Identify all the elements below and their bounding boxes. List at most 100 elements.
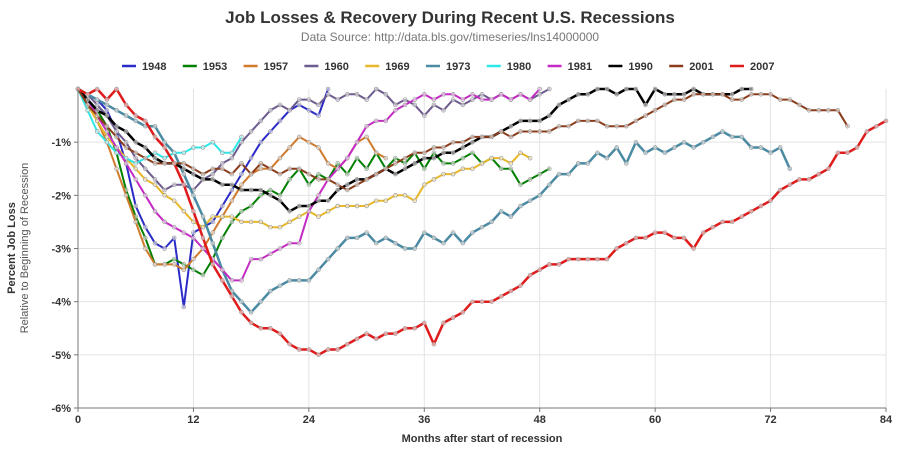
- legend-item-1948: 1948: [122, 61, 166, 73]
- x-tick-label: 72: [764, 414, 776, 426]
- data-point: [864, 129, 870, 134]
- data-point: [460, 97, 466, 102]
- data-point: [364, 166, 369, 172]
- data-point: [422, 166, 427, 172]
- data-point: [450, 92, 456, 97]
- data-point: [143, 246, 148, 251]
- data-point: [652, 230, 658, 235]
- data-point: [422, 155, 427, 161]
- data-point: [296, 134, 302, 140]
- data-point: [383, 166, 389, 172]
- data-point: [595, 118, 600, 124]
- data-point: [287, 341, 292, 347]
- data-point: [220, 267, 225, 273]
- data-point: [422, 92, 427, 97]
- data-point: [287, 219, 292, 225]
- data-point: [489, 299, 494, 304]
- data-point: [691, 246, 696, 251]
- data-point: [450, 171, 456, 177]
- data-point: [681, 97, 687, 102]
- data-point: [662, 150, 668, 156]
- data-point: [720, 219, 725, 225]
- data-point: [104, 102, 110, 108]
- data-point: [268, 108, 273, 113]
- data-point: [364, 123, 369, 129]
- legend-item-2007: 2007: [730, 61, 774, 73]
- y-tick-label: -4%: [51, 297, 71, 309]
- data-point: [316, 177, 321, 182]
- data-point: [393, 155, 398, 161]
- data-point: [508, 97, 514, 102]
- data-point: [296, 166, 302, 172]
- legend-item-1960: 1960: [304, 61, 349, 73]
- data-point: [518, 182, 523, 187]
- data-point: [200, 246, 206, 251]
- data-point: [335, 166, 340, 172]
- data-point: [364, 230, 369, 235]
- data-point: [133, 113, 138, 118]
- data-point: [258, 161, 264, 166]
- data-point: [633, 235, 639, 241]
- data-point: [85, 108, 90, 113]
- data-point: [114, 145, 119, 150]
- data-point: [614, 123, 619, 129]
- data-point: [749, 92, 754, 97]
- data-point: [672, 145, 677, 150]
- data-point: [643, 235, 648, 241]
- data-point: [277, 155, 283, 161]
- data-point: [518, 92, 523, 97]
- data-point: [210, 139, 215, 145]
- data-point: [277, 224, 283, 230]
- data-point: [441, 320, 446, 326]
- data-point: [104, 108, 110, 113]
- data-point: [123, 113, 129, 118]
- data-point: [393, 240, 398, 246]
- data-point: [575, 118, 581, 124]
- data-point: [364, 203, 369, 209]
- chart-subtitle: Data Source: http://data.bls.gov/timeser…: [301, 30, 600, 44]
- data-point: [614, 246, 619, 251]
- data-point: [450, 97, 456, 102]
- data-point: [277, 171, 283, 177]
- data-point: [152, 155, 158, 161]
- data-point: [556, 262, 562, 267]
- data-point: [248, 155, 254, 161]
- data-point: [335, 203, 340, 209]
- data-point: [787, 166, 793, 172]
- data-point: [277, 193, 283, 198]
- data-point: [460, 155, 466, 161]
- series-2007: [75, 86, 889, 358]
- data-point: [595, 150, 600, 156]
- data-point: [316, 171, 321, 177]
- data-point: [306, 139, 312, 145]
- data-point: [604, 86, 610, 92]
- data-point: [700, 92, 706, 97]
- data-point: [306, 278, 312, 283]
- data-point: [383, 92, 389, 97]
- data-point: [479, 299, 485, 304]
- data-point: [624, 240, 629, 246]
- data-point: [720, 129, 725, 134]
- data-point: [133, 118, 138, 124]
- data-point: [518, 150, 523, 156]
- data-point: [239, 182, 244, 187]
- data-point: [527, 97, 533, 102]
- data-point: [739, 86, 744, 92]
- x-tick-label: 24: [303, 414, 316, 426]
- data-point: [422, 113, 427, 118]
- data-point: [104, 97, 110, 102]
- data-point: [277, 283, 283, 288]
- data-point: [537, 129, 542, 134]
- data-point: [700, 230, 706, 235]
- data-point: [393, 171, 398, 177]
- data-point: [816, 171, 821, 177]
- data-point: [85, 97, 90, 102]
- data-point: [412, 150, 417, 156]
- legend-label: 1957: [264, 61, 288, 73]
- data-point: [210, 230, 215, 235]
- data-point: [287, 209, 292, 214]
- data-point: [595, 256, 600, 262]
- data-point: [287, 240, 292, 246]
- data-point: [402, 161, 408, 166]
- data-point: [537, 92, 542, 97]
